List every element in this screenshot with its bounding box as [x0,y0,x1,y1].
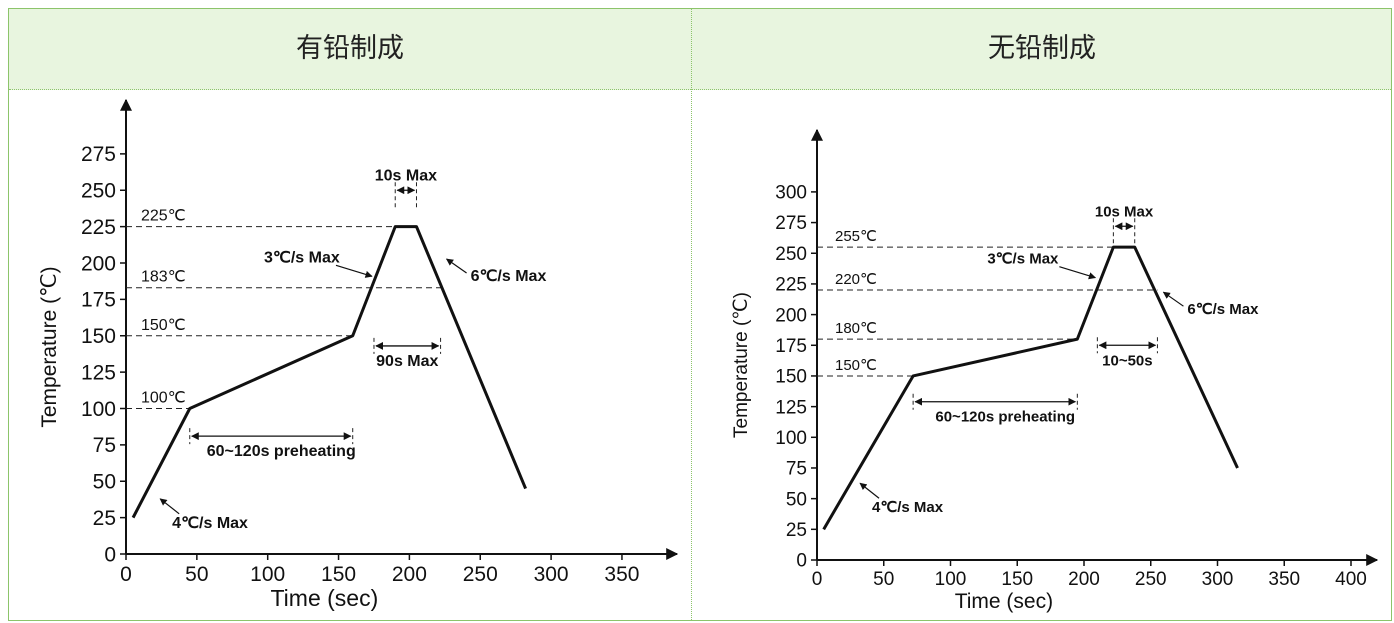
y-tick-label: 125 [775,397,807,418]
x-tick-label: 100 [935,569,967,590]
reference-label: 255℃ [835,228,877,245]
header-leaded: 有铅制成 [296,33,404,64]
y-tick-label: 25 [786,520,807,541]
y-tick-label: 0 [104,543,116,566]
slope-arrow [1059,266,1097,280]
y-tick-label: 200 [775,305,807,326]
x-tick-label: 50 [873,569,894,590]
reference-label: 180℃ [835,320,877,337]
span-label: 60~120s preheating [207,443,356,460]
slope-arrow [335,264,373,278]
x-tick-label: 150 [1001,569,1033,590]
y-tick-label: 25 [93,507,116,530]
slope-arrow [1162,291,1184,307]
slope-arrow [445,258,467,274]
reflow-profile-line [822,245,1239,531]
x-tick-label: 400 [1335,569,1367,590]
span-label: 10s Max [375,167,437,184]
leaded-chart-panel: 0 25 50 75 100 125 150 175 200 225 250 275 0 50 100 150… [9,90,691,620]
lead-free-chart-panel: 0 25 50 75 100 125 150 175 200 225 250 275 300 0 50 100… [692,90,1392,620]
y-tick-label: 250 [775,244,807,265]
column-divider [691,9,692,620]
reference-label: 225℃ [141,208,186,225]
y-tick-label: 175 [775,336,807,357]
x-tick-label: 0 [120,563,132,586]
span-label: 10~50s [1102,352,1152,369]
y-tick-label: 150 [775,367,807,388]
y-axis-title: Temperature (℃) [731,292,752,438]
x-tick-label: 50 [185,563,208,586]
slope-arrow [159,498,180,515]
y-tick-label: 75 [786,459,807,480]
x-tick-label: 300 [1202,569,1234,590]
x-tick-label: 0 [812,569,823,590]
x-axis-title: Time (sec) [955,590,1053,613]
y-tick-label: 225 [81,216,116,239]
span-label: 90s Max [376,353,438,370]
y-tick-label: 275 [775,213,807,234]
reference-label: 150℃ [141,317,186,334]
leaded-reflow-chart: 0 25 50 75 100 125 150 175 200 225 250 275 0 50 100 150… [38,98,679,611]
slope-label: 6℃/s Max [1187,301,1259,318]
y-axis-title: Temperature (℃) [38,266,61,427]
y-tick-label: 50 [93,471,116,494]
x-tick-label: 150 [321,563,356,586]
y-tick-label: 125 [81,361,116,384]
y-tick-label: 0 [796,551,807,572]
span-label: 60~120s preheating [935,409,1075,426]
slope-label: 4℃/s Max [172,515,248,532]
slope-label: 3℃/s Max [987,251,1059,268]
y-tick-label: 200 [81,252,116,275]
y-tick-label: 100 [81,398,116,421]
y-tick-label: 100 [775,428,807,449]
x-tick-label: 250 [1135,569,1167,590]
lead-free-reflow-chart: 0 25 50 75 100 125 150 175 200 225 250 275 300 0 50 100… [731,128,1379,613]
reference-label: 100℃ [141,390,186,407]
y-tick-label: 150 [81,325,116,348]
y-tick-label: 275 [81,143,116,166]
slope-arrow [859,482,880,499]
reference-label: 220℃ [835,271,877,288]
y-tick-label: 225 [775,275,807,296]
y-tick-label: 50 [786,489,807,510]
x-tick-label: 200 [392,563,427,586]
x-tick-label: 300 [534,563,569,586]
x-axis-title: Time (sec) [270,585,378,611]
y-tick-label: 175 [81,289,116,312]
reference-label: 183℃ [141,269,186,286]
table-header-row: 有铅制成 无铅制成 [9,9,1391,90]
y-tick-label: 75 [93,434,116,457]
x-tick-label: 250 [463,563,498,586]
span-label: 10s Max [1095,203,1154,220]
x-tick-label: 200 [1068,569,1100,590]
x-tick-label: 350 [604,563,639,586]
x-tick-label: 350 [1268,569,1300,590]
y-tick-label: 300 [775,183,807,204]
x-tick-label: 100 [250,563,285,586]
slope-label: 4℃/s Max [872,499,944,516]
header-lead-free: 无铅制成 [988,33,1096,64]
slope-label: 6℃/s Max [471,268,547,285]
reference-label: 150℃ [835,357,877,374]
reflow-profile-line [131,225,527,519]
y-tick-label: 250 [81,180,116,203]
comparison-table: 有铅制成 无铅制成 0 25 50 75 100 125 150 175 200 225 250 27… [8,8,1392,621]
slope-label: 3℃/s Max [264,249,340,266]
